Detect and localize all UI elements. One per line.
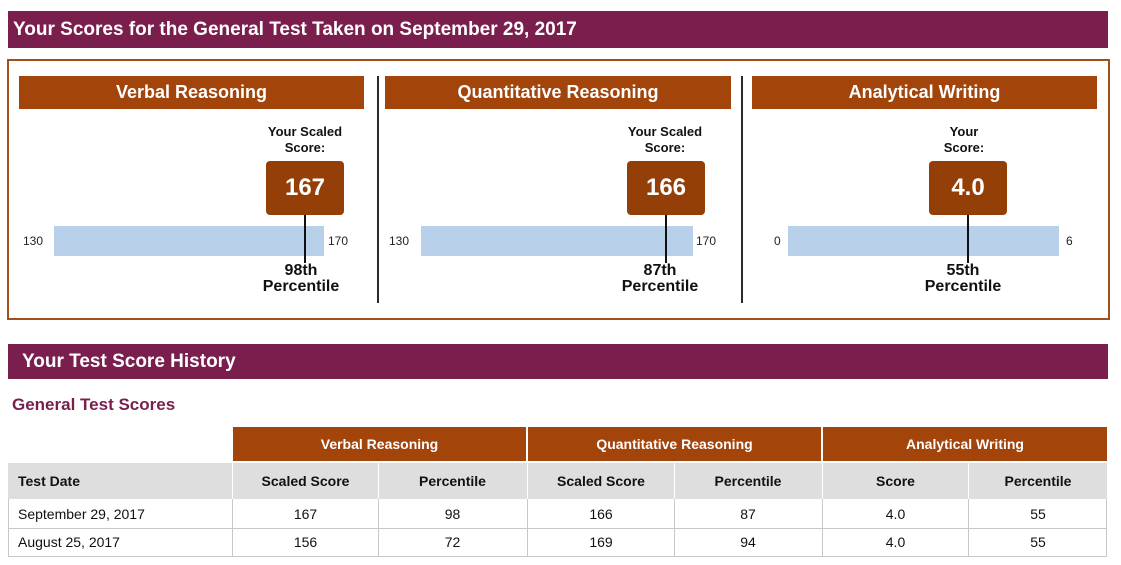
writing-score-bar bbox=[788, 226, 1059, 256]
score-caption-line1: Your Scaled bbox=[267, 124, 343, 139]
quant-percentile-value: 87th bbox=[643, 262, 677, 279]
header-separator bbox=[674, 463, 675, 499]
quant-score-panel: Quantitative Reasoning Your Scaled Score… bbox=[385, 76, 733, 306]
header-separator bbox=[378, 463, 379, 499]
group-header-quant: Quantitative Reasoning bbox=[528, 427, 821, 461]
writing-percentile-value: 55th bbox=[946, 262, 980, 279]
verbal-min-label: 130 bbox=[23, 234, 44, 248]
scores-banner: Your Scores for the General Test Taken o… bbox=[8, 11, 1108, 48]
score-caption: Your Scaled Score: bbox=[250, 124, 360, 156]
row-test-date: September 29, 2017 bbox=[18, 506, 145, 522]
writing-percentile: 55th Percentile bbox=[893, 263, 1033, 295]
row-quant-score: 169 bbox=[589, 534, 613, 550]
row-writing-score: 4.0 bbox=[885, 506, 906, 522]
column-header-quant-percentile: Percentile bbox=[714, 473, 782, 489]
score-caption-line2: Score: bbox=[943, 140, 985, 155]
score-caption-line2: Score: bbox=[284, 140, 326, 155]
score-caption-line1: Your Scaled bbox=[627, 124, 703, 139]
writing-score-marker bbox=[967, 215, 969, 263]
row-divider bbox=[8, 556, 1107, 557]
writing-score-value: 4.0 bbox=[929, 161, 1007, 215]
quant-panel-title: Quantitative Reasoning bbox=[385, 76, 731, 109]
column-divider bbox=[232, 499, 233, 557]
row-divider bbox=[8, 528, 1107, 529]
column-header-writing-percentile: Percentile bbox=[1004, 473, 1072, 489]
general-test-scores-title: General Test Scores bbox=[12, 395, 176, 414]
row-writing-percentile: 55 bbox=[1030, 534, 1046, 550]
row-verbal-score: 156 bbox=[293, 534, 318, 550]
score-summary-frame bbox=[7, 59, 1110, 320]
verbal-score-value: 167 bbox=[266, 161, 344, 215]
verbal-score-panel: Verbal Reasoning Your Scaled Score: 167 … bbox=[19, 76, 367, 306]
row-writing-percentile: 55 bbox=[1030, 506, 1046, 522]
score-caption: Your Scaled Score: bbox=[610, 124, 720, 156]
row-quant-score: 166 bbox=[589, 506, 613, 522]
verbal-percentile-value: 98th bbox=[284, 262, 318, 279]
verbal-score-bar bbox=[54, 226, 324, 256]
quant-min-label: 130 bbox=[389, 234, 410, 248]
header-separator bbox=[527, 463, 528, 499]
column-header-verbal-percentile: Percentile bbox=[419, 473, 486, 489]
quant-percentile-label: Percentile bbox=[621, 278, 699, 295]
column-divider bbox=[1106, 499, 1107, 557]
quant-score-value: 166 bbox=[627, 161, 705, 215]
group-header-writing: Analytical Writing bbox=[823, 427, 1107, 461]
writing-max-label: 6 bbox=[1066, 234, 1073, 248]
panel-divider bbox=[741, 76, 743, 303]
score-caption: Your Score: bbox=[909, 124, 1019, 156]
row-quant-percentile: 94 bbox=[740, 534, 756, 550]
column-divider bbox=[674, 499, 675, 557]
header-separator bbox=[232, 463, 233, 499]
group-header-verbal: Verbal Reasoning bbox=[233, 427, 526, 461]
quant-score-bar bbox=[421, 226, 693, 256]
writing-score-panel: Analytical Writing Your Score: 4.0 0 6 5… bbox=[752, 76, 1100, 306]
column-header-test-date: Test Date bbox=[18, 473, 80, 489]
table-header-row bbox=[8, 463, 1107, 499]
writing-percentile-label: Percentile bbox=[924, 278, 1002, 295]
verbal-percentile-label: Percentile bbox=[262, 278, 340, 295]
column-divider bbox=[8, 499, 9, 557]
column-header-quant-score: Scaled Score bbox=[557, 473, 645, 489]
row-verbal-percentile: 98 bbox=[444, 506, 461, 522]
score-caption-line1: Your bbox=[949, 124, 979, 139]
verbal-panel-title: Verbal Reasoning bbox=[19, 76, 364, 109]
row-verbal-score: 167 bbox=[293, 506, 318, 522]
panel-divider bbox=[377, 76, 379, 303]
verbal-score-marker bbox=[304, 215, 306, 263]
score-caption-line2: Score: bbox=[644, 140, 686, 155]
column-header-verbal-score: Scaled Score bbox=[261, 473, 350, 489]
quant-max-label: 170 bbox=[696, 234, 717, 248]
quant-score-marker bbox=[665, 215, 667, 263]
header-separator bbox=[968, 463, 969, 499]
row-verbal-percentile: 72 bbox=[444, 534, 461, 550]
column-divider bbox=[822, 499, 823, 557]
column-divider bbox=[378, 499, 379, 557]
column-header-writing-score: Score bbox=[876, 473, 915, 489]
header-separator bbox=[822, 463, 823, 499]
column-divider bbox=[968, 499, 969, 557]
writing-min-label: 0 bbox=[774, 234, 781, 248]
quant-percentile: 87th Percentile bbox=[590, 263, 730, 295]
row-test-date: August 25, 2017 bbox=[18, 534, 120, 550]
column-divider bbox=[527, 499, 528, 557]
score-history-banner: Your Test Score History bbox=[8, 344, 1108, 379]
row-quant-percentile: 87 bbox=[740, 506, 756, 522]
row-writing-score: 4.0 bbox=[885, 534, 906, 550]
verbal-max-label: 170 bbox=[328, 234, 349, 248]
writing-panel-title: Analytical Writing bbox=[752, 76, 1097, 109]
verbal-percentile: 98th Percentile bbox=[231, 263, 371, 295]
